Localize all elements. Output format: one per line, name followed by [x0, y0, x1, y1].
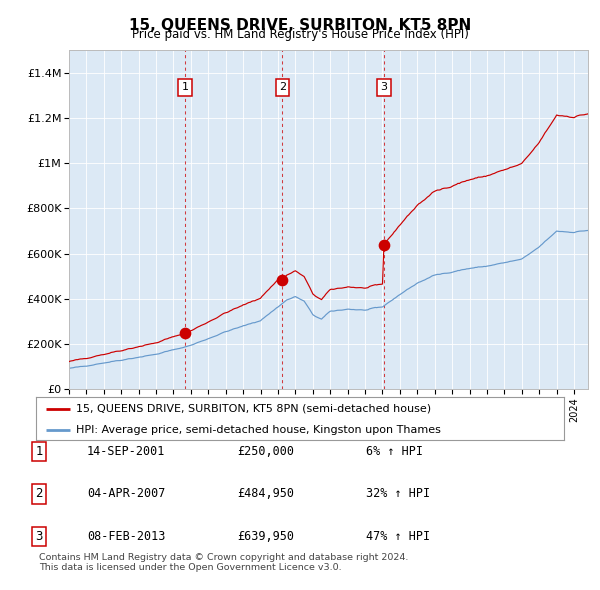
Text: 08-FEB-2013: 08-FEB-2013: [87, 530, 166, 543]
Point: [278, 275, 287, 284]
Text: 3: 3: [35, 530, 43, 543]
Text: 47% ↑ HPI: 47% ↑ HPI: [366, 530, 430, 543]
Text: £484,950: £484,950: [237, 487, 294, 500]
Text: 2: 2: [35, 487, 43, 500]
Text: 32% ↑ HPI: 32% ↑ HPI: [366, 487, 430, 500]
Text: This data is licensed under the Open Government Licence v3.0.: This data is licensed under the Open Gov…: [39, 563, 341, 572]
Text: 2: 2: [279, 83, 286, 93]
Text: Contains HM Land Registry data © Crown copyright and database right 2024.: Contains HM Land Registry data © Crown c…: [39, 553, 409, 562]
Text: 14-SEP-2001: 14-SEP-2001: [87, 445, 166, 458]
Text: 15, QUEENS DRIVE, SURBITON, KT5 8PN (semi-detached house): 15, QUEENS DRIVE, SURBITON, KT5 8PN (sem…: [76, 404, 431, 414]
Text: £250,000: £250,000: [237, 445, 294, 458]
Text: HPI: Average price, semi-detached house, Kingston upon Thames: HPI: Average price, semi-detached house,…: [76, 425, 440, 435]
Text: Price paid vs. HM Land Registry's House Price Index (HPI): Price paid vs. HM Land Registry's House …: [131, 28, 469, 41]
Text: 1: 1: [35, 445, 43, 458]
Point: [181, 328, 190, 337]
Point: [379, 240, 389, 250]
Text: 04-APR-2007: 04-APR-2007: [87, 487, 166, 500]
Text: 15, QUEENS DRIVE, SURBITON, KT5 8PN: 15, QUEENS DRIVE, SURBITON, KT5 8PN: [129, 18, 471, 32]
Text: 3: 3: [380, 83, 388, 93]
Text: £639,950: £639,950: [237, 530, 294, 543]
Text: 1: 1: [182, 83, 188, 93]
Text: 6% ↑ HPI: 6% ↑ HPI: [366, 445, 423, 458]
